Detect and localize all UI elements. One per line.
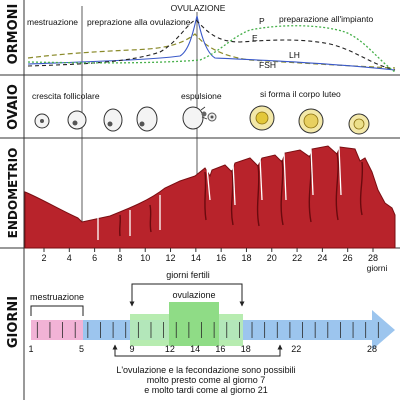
ovulation-overlay bbox=[169, 320, 219, 340]
endometrium-day-ticks: 2 4 6 8 10 12 14 16 18 20 22 24 26 28 bbox=[41, 248, 378, 263]
ruptured-follicle bbox=[182, 106, 208, 130]
timeline-day-dividers bbox=[36, 322, 379, 338]
estrogen-curve bbox=[27, 19, 396, 71]
endometrium-tick-label: 26 bbox=[343, 253, 353, 263]
endometrium-tick-label: 14 bbox=[191, 253, 201, 263]
endometrium-tick-label: 20 bbox=[267, 253, 277, 263]
endometrium-giorni-label: giorni bbox=[367, 263, 388, 273]
corpus-luteum-stage-2 bbox=[298, 108, 324, 134]
follicle-stage-3 bbox=[103, 108, 123, 132]
band-label-giorni: GIORNI bbox=[6, 296, 21, 348]
hormone-prep-ovulazione-label: preprazione alla ovulazione bbox=[87, 17, 191, 27]
timeline-day-label: 18 bbox=[241, 344, 251, 354]
note-line-3: e molto tardi come al giorno 21 bbox=[144, 385, 268, 395]
note-line-1: L'ovulazione e la fecondazione sono poss… bbox=[116, 365, 295, 375]
ovary-crescita-label: crescita follicolare bbox=[32, 91, 100, 101]
ovary-band: crescita follicolare espulsione si forma… bbox=[32, 89, 370, 135]
endometrium-tick-label: 12 bbox=[166, 253, 176, 263]
timeline-day-label: 1 bbox=[28, 344, 33, 354]
corpus-luteum-stage-3 bbox=[348, 113, 370, 135]
follicle-stage-2 bbox=[67, 110, 87, 130]
band-label-ormoni: ORMONI bbox=[6, 4, 21, 65]
fsh-curve bbox=[27, 33, 396, 69]
endometrium-tick-label: 10 bbox=[140, 253, 150, 263]
band-label-endometrio: ENDOMETRIO bbox=[6, 148, 20, 239]
ovary-espulsione-label: espulsione bbox=[181, 91, 222, 101]
endometrium-tick-label: 24 bbox=[317, 253, 327, 263]
fertile-days-label: giorni fertili bbox=[166, 270, 210, 280]
hormone-label-E: E bbox=[252, 33, 258, 43]
endometrium-band: 2 4 6 8 10 12 14 16 18 20 22 24 26 28 giorni bbox=[24, 145, 396, 273]
fertile-days-bracket bbox=[129, 283, 245, 307]
endometrium-tick-label: 22 bbox=[292, 253, 302, 263]
endometrium-tick-label: 16 bbox=[216, 253, 226, 263]
note-line-2: molto presto come al giorno 7 bbox=[147, 375, 266, 385]
hormone-label-LH: LH bbox=[289, 50, 300, 60]
endometrium-notches bbox=[97, 146, 342, 240]
timeline-day-label: 14 bbox=[190, 344, 200, 354]
endometrium-tick-label: 28 bbox=[368, 253, 378, 263]
endometrium-tick-label: 2 bbox=[41, 253, 46, 263]
days-timeline: giorni fertili mestruazione ovulazione 1… bbox=[28, 270, 395, 395]
timeline-day-label: 16 bbox=[215, 344, 225, 354]
timeline-day-label: 28 bbox=[367, 344, 377, 354]
timeline-day-label: 5 bbox=[79, 344, 84, 354]
hormone-label-FSH: FSH bbox=[259, 60, 276, 70]
follicle-stage-4 bbox=[136, 106, 158, 132]
endometrium-tick-label: 4 bbox=[67, 253, 72, 263]
note-bracket bbox=[112, 344, 283, 357]
endometrium-tick-label: 6 bbox=[92, 253, 97, 263]
corpus-luteum-stage-1 bbox=[249, 105, 275, 131]
endometrium-tick-label: 8 bbox=[117, 253, 122, 263]
timeline-day-label: 12 bbox=[165, 344, 175, 354]
timeline-day-label: 22 bbox=[291, 344, 301, 354]
ovary-corpo-luteo-label: si forma il corpo luteo bbox=[260, 89, 341, 99]
endometrium-glands bbox=[119, 152, 364, 237]
follicle-stage-1 bbox=[34, 113, 50, 129]
hormone-mestruazione-label: mestruazione bbox=[27, 17, 78, 27]
progesterone-curve bbox=[27, 25, 396, 73]
hormone-label-P: P bbox=[259, 16, 265, 26]
menstruation-label: mestruazione bbox=[30, 292, 84, 302]
hormone-prep-impianto-label: preparazione all'impianto bbox=[279, 14, 374, 24]
menstruation-bar bbox=[31, 320, 83, 340]
band-label-ovaio: OVAIO bbox=[6, 84, 21, 130]
ovum-released bbox=[207, 112, 217, 122]
endometrium-tick-label: 18 bbox=[241, 253, 251, 263]
menstruation-bracket bbox=[30, 305, 84, 316]
timeline-day-label: 9 bbox=[130, 344, 135, 354]
ovulation-window-label: ovulazione bbox=[172, 290, 215, 300]
hormone-ovulazione-label: OVULAZIONE bbox=[171, 3, 226, 13]
lh-curve bbox=[27, 15, 396, 71]
